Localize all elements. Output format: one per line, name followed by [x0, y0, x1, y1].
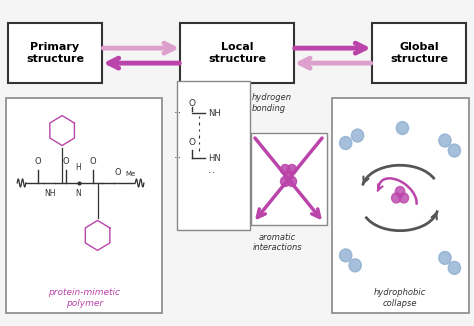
- Text: O: O: [34, 157, 41, 167]
- Circle shape: [395, 186, 405, 197]
- FancyBboxPatch shape: [8, 23, 102, 83]
- Text: H: H: [75, 163, 81, 172]
- Text: NH: NH: [44, 189, 55, 199]
- Circle shape: [287, 176, 297, 186]
- FancyBboxPatch shape: [180, 23, 294, 83]
- Circle shape: [281, 165, 290, 174]
- FancyBboxPatch shape: [6, 98, 162, 313]
- Text: O: O: [189, 138, 196, 146]
- Text: Local
structure: Local structure: [208, 42, 266, 64]
- Text: O: O: [90, 157, 96, 167]
- Circle shape: [351, 129, 364, 142]
- FancyBboxPatch shape: [176, 81, 250, 230]
- Text: aromatic
interactions: aromatic interactions: [252, 233, 302, 252]
- Text: ··: ··: [174, 108, 185, 118]
- Circle shape: [281, 176, 290, 186]
- Text: ··: ··: [174, 153, 185, 163]
- Circle shape: [448, 261, 461, 274]
- Text: Primary
structure: Primary structure: [26, 42, 84, 64]
- Circle shape: [349, 259, 361, 272]
- FancyBboxPatch shape: [331, 98, 469, 313]
- Circle shape: [439, 251, 451, 264]
- Circle shape: [448, 144, 461, 157]
- FancyBboxPatch shape: [251, 133, 327, 225]
- Text: hydrogen
bonding: hydrogen bonding: [252, 93, 292, 113]
- Text: Me: Me: [125, 171, 135, 177]
- Circle shape: [339, 249, 352, 262]
- Circle shape: [399, 193, 409, 203]
- Text: protein-mimetic
polymer: protein-mimetic polymer: [48, 288, 120, 307]
- Text: ··: ··: [208, 168, 219, 178]
- Circle shape: [339, 137, 352, 150]
- Text: Global
structure: Global structure: [390, 42, 448, 64]
- Circle shape: [396, 122, 409, 135]
- Text: O: O: [189, 98, 196, 108]
- Text: NH: NH: [208, 109, 220, 118]
- Text: hydrophobic
collapse: hydrophobic collapse: [374, 288, 426, 307]
- Text: HN: HN: [208, 154, 220, 162]
- Text: O: O: [115, 168, 121, 177]
- Circle shape: [439, 134, 451, 147]
- Circle shape: [287, 165, 297, 174]
- Circle shape: [392, 193, 401, 203]
- Text: N: N: [75, 189, 81, 199]
- Circle shape: [284, 170, 293, 181]
- Text: O: O: [63, 157, 69, 167]
- FancyBboxPatch shape: [372, 23, 466, 83]
